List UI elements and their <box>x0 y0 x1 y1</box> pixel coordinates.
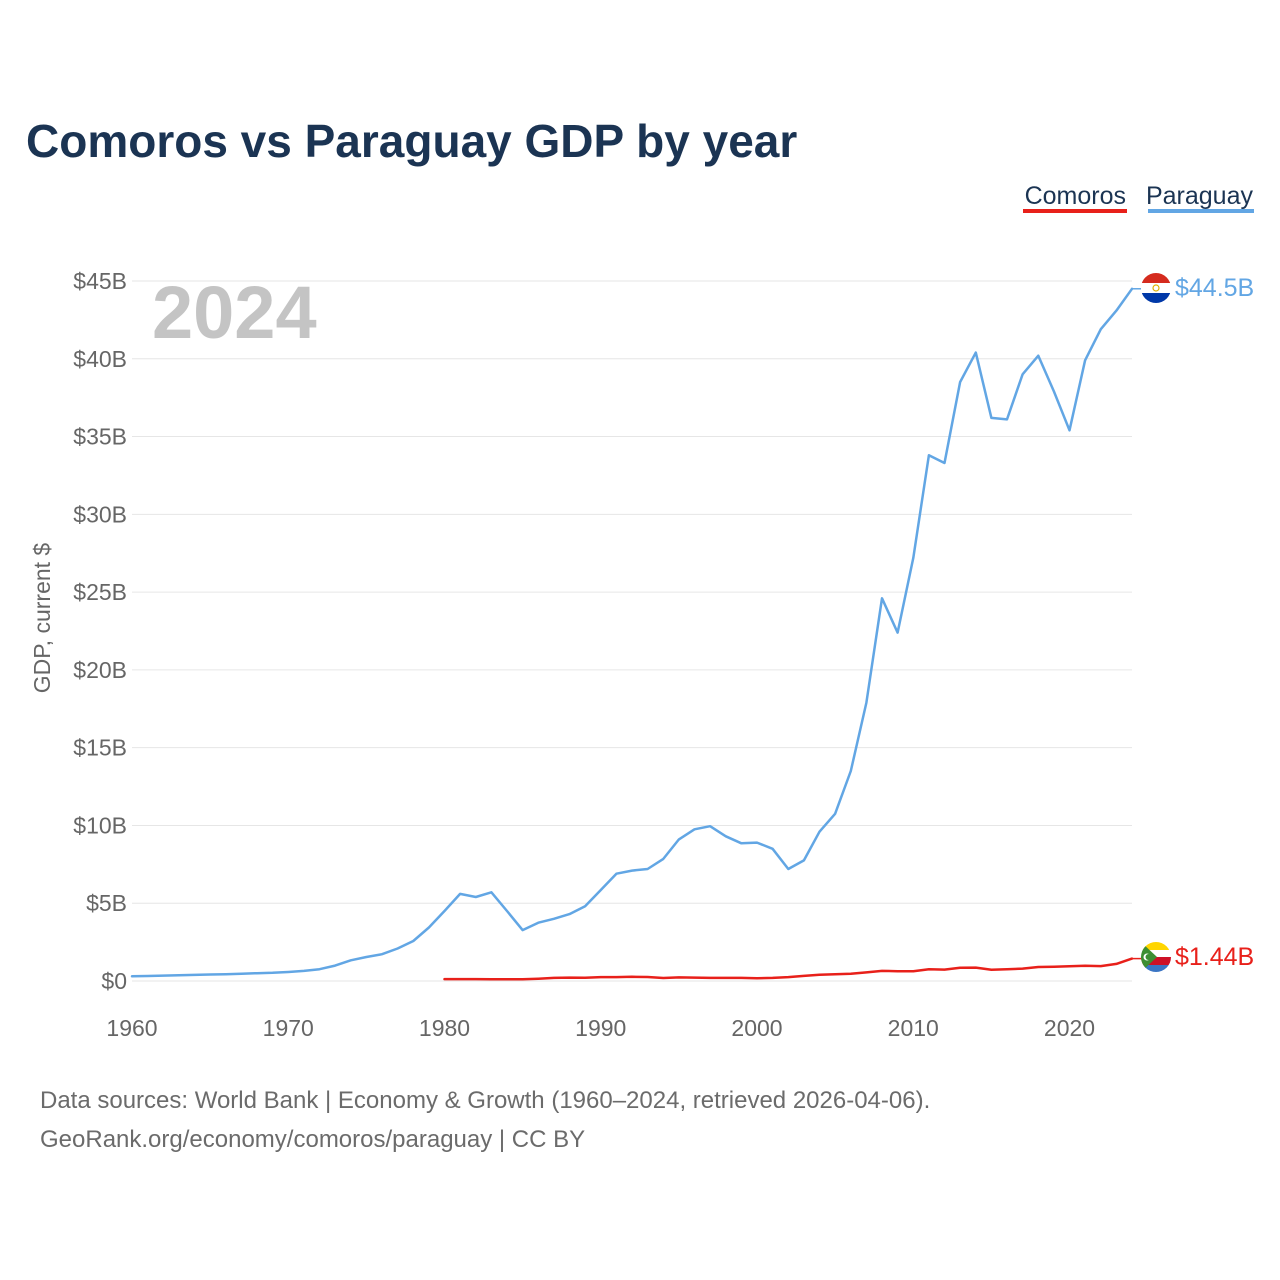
legend-label-comoros: Comoros <box>1025 182 1126 210</box>
source-line-2: GeoRank.org/economy/comoros/paraguay | C… <box>40 1126 585 1153</box>
series-lines <box>130 287 1141 981</box>
comoros-flag-icon <box>1141 942 1171 972</box>
x-axis-ticks: 1960 1970 1980 1990 2000 2010 2020 <box>106 1015 1095 1041</box>
legend-swatch-paraguay <box>1148 209 1254 213</box>
x-tick-label: 2010 <box>888 1015 939 1041</box>
series-line-comoros <box>443 957 1134 981</box>
series-line-paraguay <box>130 287 1134 978</box>
y-tick-label: $10B <box>73 812 127 838</box>
current-year-label: 2024 <box>152 271 317 354</box>
y-tick-label: $25B <box>73 579 127 605</box>
y-tick-label: $45B <box>73 268 127 294</box>
comoros-end-value-label: $1.44B <box>1175 943 1254 971</box>
chart-title: Comoros vs Paraguay GDP by year <box>26 115 797 167</box>
source-line-1: Data sources: World Bank | Economy & Gro… <box>40 1087 930 1114</box>
y-axis-ticks: $0 $5B $10B $15B $20B $25B $30B $35B $40B $45B <box>73 268 127 994</box>
y-tick-label: $30B <box>73 501 127 527</box>
x-tick-label: 2000 <box>731 1015 782 1041</box>
x-tick-label: 1980 <box>419 1015 470 1041</box>
y-tick-label: $0 <box>101 968 127 994</box>
legend: Comoros Paraguay <box>1023 182 1254 213</box>
y-tick-label: $15B <box>73 735 127 761</box>
legend-label-paraguay: Paraguay <box>1146 182 1254 210</box>
y-axis-label: GDP, current $ <box>29 543 55 694</box>
y-tick-label: $35B <box>73 424 127 450</box>
y-tick-label: $20B <box>73 657 127 683</box>
x-tick-label: 1970 <box>263 1015 314 1041</box>
y-tick-label: $40B <box>73 346 127 372</box>
x-tick-label: 2020 <box>1044 1015 1095 1041</box>
x-tick-label: 1960 <box>106 1015 157 1041</box>
paraguay-end-value-label: $44.5B <box>1175 274 1254 302</box>
grid-lines <box>132 280 1132 982</box>
paraguay-flag-icon <box>1141 273 1171 303</box>
x-tick-label: 1990 <box>575 1015 626 1041</box>
y-tick-label: $5B <box>86 890 127 916</box>
legend-swatch-comoros <box>1023 209 1127 213</box>
